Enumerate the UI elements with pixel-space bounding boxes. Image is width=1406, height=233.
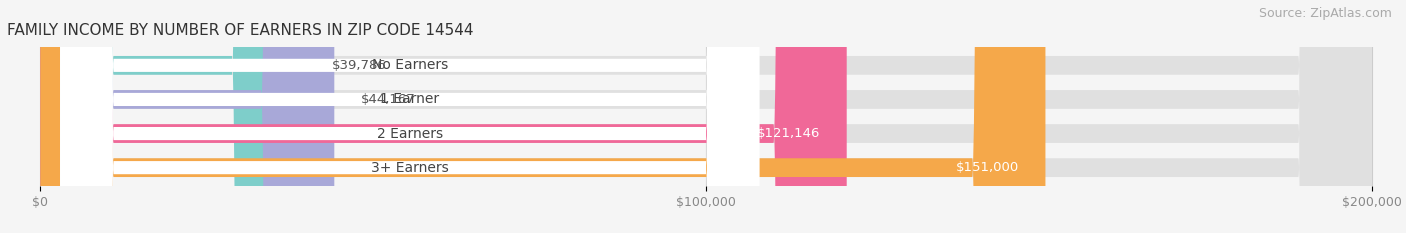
Text: Source: ZipAtlas.com: Source: ZipAtlas.com (1258, 7, 1392, 20)
FancyBboxPatch shape (41, 0, 305, 233)
FancyBboxPatch shape (41, 0, 1372, 233)
FancyBboxPatch shape (41, 0, 1372, 233)
FancyBboxPatch shape (41, 0, 1372, 233)
FancyBboxPatch shape (60, 0, 759, 233)
Text: $39,786: $39,786 (332, 59, 387, 72)
Text: No Earners: No Earners (371, 58, 449, 72)
Text: 3+ Earners: 3+ Earners (371, 161, 449, 175)
Text: $151,000: $151,000 (956, 161, 1019, 174)
Text: FAMILY INCOME BY NUMBER OF EARNERS IN ZIP CODE 14544: FAMILY INCOME BY NUMBER OF EARNERS IN ZI… (7, 24, 474, 38)
FancyBboxPatch shape (41, 0, 1046, 233)
Text: $44,167: $44,167 (361, 93, 416, 106)
FancyBboxPatch shape (41, 0, 335, 233)
FancyBboxPatch shape (60, 0, 759, 233)
FancyBboxPatch shape (60, 0, 759, 233)
Text: 2 Earners: 2 Earners (377, 127, 443, 140)
FancyBboxPatch shape (41, 0, 1372, 233)
FancyBboxPatch shape (41, 0, 846, 233)
Text: $121,146: $121,146 (756, 127, 820, 140)
FancyBboxPatch shape (60, 0, 759, 233)
Text: 1 Earner: 1 Earner (380, 93, 439, 106)
